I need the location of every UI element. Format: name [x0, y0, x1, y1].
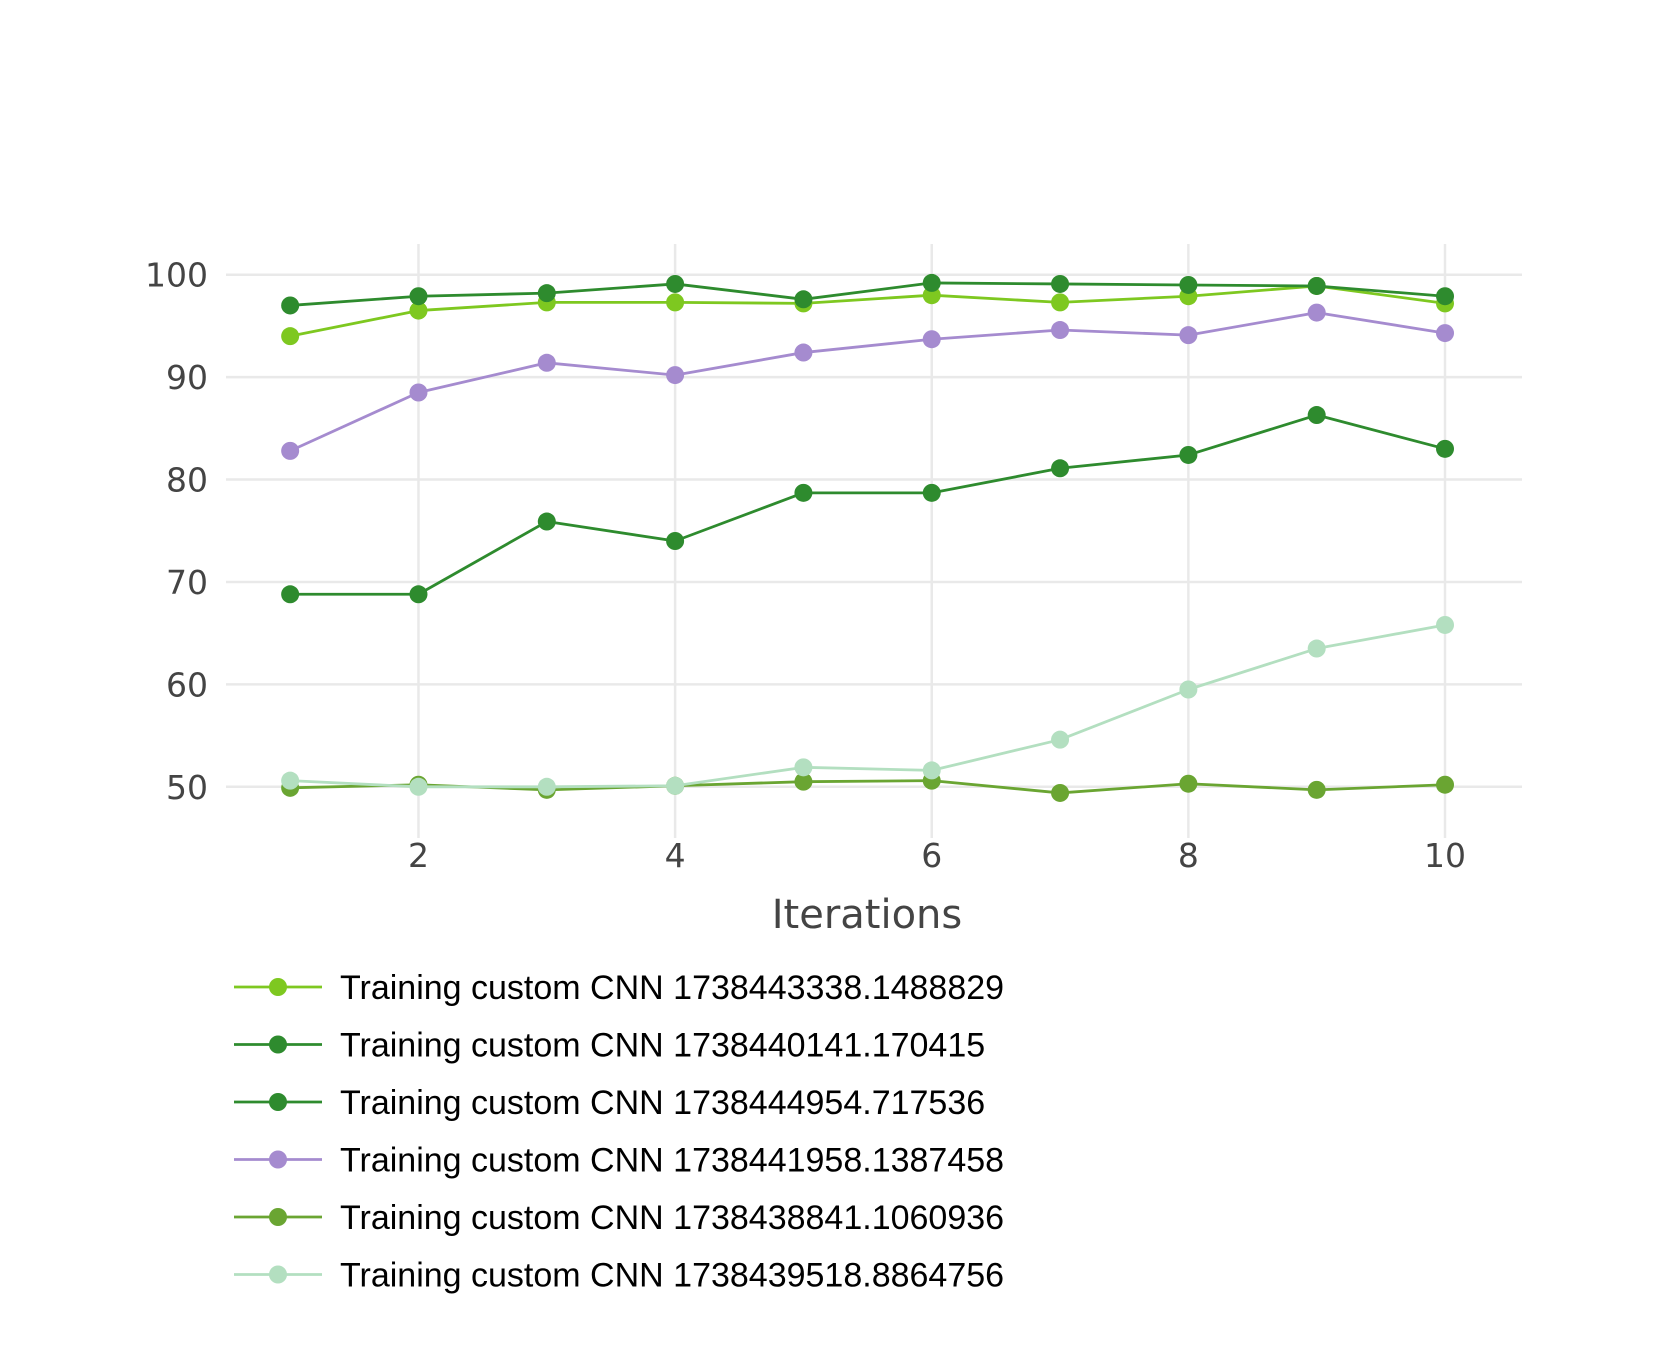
data-point	[666, 776, 685, 795]
data-point	[794, 343, 813, 362]
data-point	[1436, 615, 1455, 634]
data-point	[794, 290, 813, 309]
x-axis: 2 4 6 8 10	[408, 836, 1466, 875]
series-6	[281, 615, 1455, 796]
x-axis-title: Iterations	[772, 892, 963, 938]
legend-label: Training custom CNN 1738438841.1060936	[340, 1199, 1004, 1237]
data-point	[666, 274, 685, 293]
legend: Training custom CNN 1738443338.1488829 Tr…	[234, 969, 1004, 1295]
x-tick-label: 8	[1178, 836, 1199, 875]
data-point	[537, 777, 556, 796]
data-point	[281, 585, 300, 604]
y-axis: 50 60 70 80 90 100	[145, 256, 208, 807]
legend-item-4[interactable]: Training custom CNN 1738441958.1387458	[234, 1142, 1004, 1180]
data-point	[409, 585, 428, 604]
data-point	[281, 327, 300, 346]
legend-item-6[interactable]: Training custom CNN 1738439518.8864756	[234, 1257, 1004, 1295]
data-point	[922, 761, 941, 780]
legend-swatch-marker	[269, 1265, 287, 1284]
data-point	[666, 532, 685, 550]
data-point	[1051, 293, 1070, 312]
data-point	[1051, 783, 1070, 802]
data-point	[1179, 445, 1198, 464]
data-point	[281, 771, 300, 790]
legend-swatch-marker	[269, 1093, 287, 1111]
legend-label: Training custom CNN 1738444954.717536	[340, 1084, 985, 1122]
series-line	[290, 413, 1446, 596]
legend-item-1[interactable]: Training custom CNN 1738443338.1488829	[234, 969, 1004, 1007]
x-tick-label: 6	[921, 836, 942, 875]
legend-swatch-marker	[269, 1208, 287, 1226]
series-4	[281, 303, 1455, 460]
data-point	[537, 512, 556, 531]
y-tick-label: 70	[166, 563, 208, 602]
data-point	[537, 353, 556, 372]
legend-swatch-marker	[269, 1150, 287, 1169]
data-point	[1051, 459, 1070, 478]
data-point	[922, 330, 941, 349]
y-tick-label: 50	[166, 768, 208, 807]
data-point	[1307, 276, 1326, 295]
series-line	[290, 623, 1446, 789]
data-point	[1051, 274, 1070, 293]
data-point	[281, 296, 300, 315]
data-point	[409, 301, 428, 320]
series-line	[289, 311, 1446, 453]
data-point	[537, 284, 556, 303]
data-point	[666, 366, 685, 385]
data-point	[794, 772, 813, 791]
data-point	[1179, 680, 1198, 699]
data-point	[1179, 326, 1198, 345]
y-tick-label: 60	[166, 665, 208, 704]
data-point	[1051, 321, 1070, 340]
data-point	[1307, 406, 1326, 425]
legend-label: Training custom CNN 1738439518.8864756	[340, 1257, 1004, 1295]
plot-area	[281, 273, 1455, 802]
data-point	[794, 483, 813, 502]
legend-label: Training custom CNN 1738443338.1488829	[340, 969, 1004, 1007]
x-tick-label: 4	[665, 836, 686, 875]
y-tick-label: 90	[166, 358, 208, 397]
data-point	[1436, 775, 1455, 794]
legend-item-2[interactable]: Training custom CNN 1738440141.170415	[234, 1027, 985, 1065]
data-point	[1307, 639, 1326, 658]
legend-label: Training custom CNN 1738441958.1387458	[340, 1142, 1004, 1180]
y-tick-label: 100	[145, 256, 208, 295]
data-point	[1436, 287, 1455, 306]
series-line	[289, 284, 1446, 338]
data-point	[1307, 780, 1326, 799]
data-point	[1051, 730, 1070, 749]
x-tick-label: 2	[408, 836, 429, 875]
data-point	[1436, 439, 1455, 458]
data-point	[666, 293, 685, 312]
data-point	[409, 287, 428, 306]
data-point	[409, 383, 428, 402]
data-point	[1436, 324, 1455, 343]
data-point	[1307, 303, 1326, 322]
legend-item-5[interactable]: Training custom CNN 1738438841.1060936	[234, 1199, 1004, 1237]
y-tick-label: 80	[166, 461, 208, 500]
legend-item-3[interactable]: Training custom CNN 1738444954.717536	[234, 1084, 985, 1122]
legend-swatch-marker	[269, 1035, 287, 1054]
y-gridlines	[226, 273, 1522, 789]
data-point	[922, 273, 941, 292]
data-point	[1179, 275, 1198, 294]
series-2	[281, 273, 1455, 315]
legend-label: Training custom CNN 1738440141.170415	[340, 1027, 985, 1065]
data-point	[794, 758, 813, 777]
series-1	[281, 276, 1455, 346]
series-line	[290, 281, 1446, 307]
data-point	[922, 483, 941, 502]
legend-swatch-marker	[269, 978, 287, 996]
data-point	[1179, 774, 1198, 793]
data-point	[281, 441, 300, 460]
data-point	[409, 777, 428, 796]
series-3	[281, 406, 1455, 604]
x-tick-label: 10	[1424, 836, 1466, 875]
